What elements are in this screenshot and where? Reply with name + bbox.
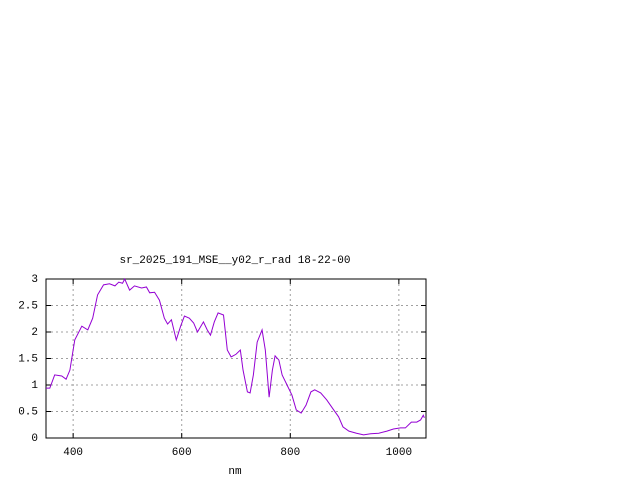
x-axis-label: nm bbox=[228, 466, 242, 478]
x-tick-label: 400 bbox=[63, 447, 83, 459]
y-tick-label: 3 bbox=[31, 274, 38, 286]
x-tick-label: 800 bbox=[280, 447, 300, 459]
x-tick-label: 600 bbox=[172, 447, 192, 459]
plot-frame bbox=[45, 278, 427, 439]
x-tick-label: 1000 bbox=[386, 447, 412, 459]
y-tick-label: 2 bbox=[31, 327, 38, 339]
y-tick-label: 1 bbox=[31, 380, 38, 392]
y-tick-label: 1.5 bbox=[18, 353, 38, 365]
y-tick-label: 2.5 bbox=[18, 300, 38, 312]
chart-title: sr_2025_191_MSE__y02_r_rad 18-22-00 bbox=[119, 255, 350, 267]
y-tick-label: 0 bbox=[31, 433, 38, 445]
y-tick-label: 0.5 bbox=[18, 406, 38, 418]
data-line bbox=[46, 277, 425, 436]
